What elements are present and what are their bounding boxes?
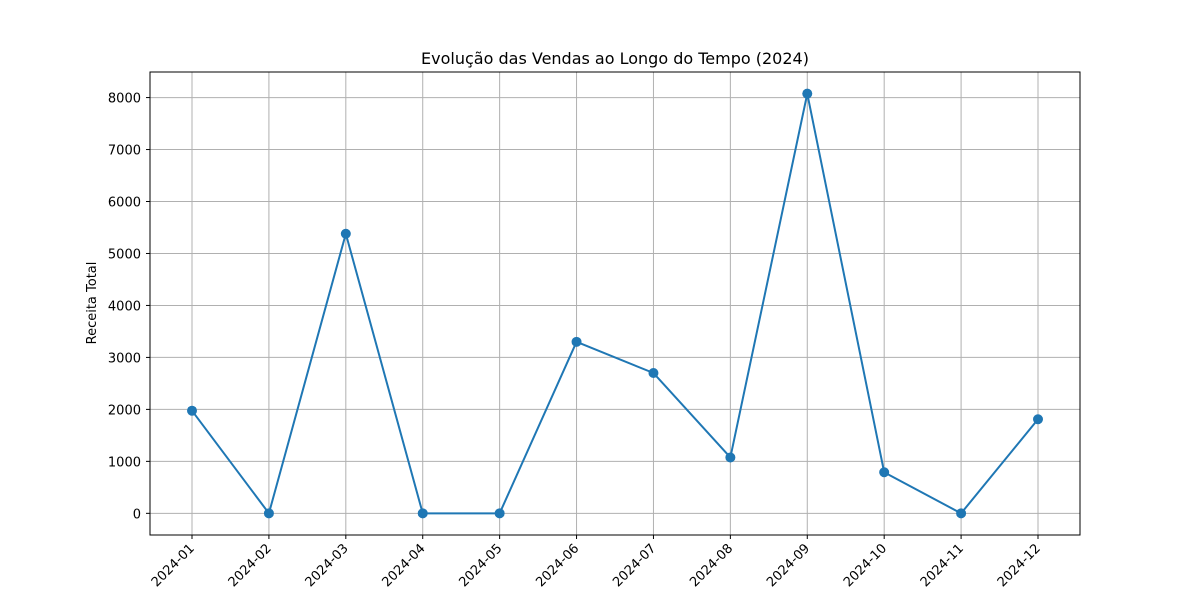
plot-frame (149, 71, 1081, 536)
data-point (956, 508, 967, 519)
data-point (1033, 414, 1043, 425)
x-tick-label: 2024-03 (303, 541, 352, 590)
data-point (648, 368, 659, 379)
x-tick-label: 2024-12 (995, 541, 1044, 590)
x-tick-label: 2024-01 (149, 541, 198, 590)
data-point (802, 88, 813, 99)
x-tick-label: 2024-05 (456, 541, 505, 590)
y-axis-label: Receita Total (85, 262, 100, 345)
grid (150, 72, 1080, 535)
chart-title: Evolução das Vendas ao Longo do Tempo (2… (421, 49, 809, 68)
data-point (571, 336, 582, 347)
x-tick-label: 2024-11 (918, 541, 967, 590)
y-tick-label: 5000 (108, 247, 141, 262)
y-tick-label: 1000 (108, 455, 141, 470)
x-tick-label: 2024-09 (764, 541, 813, 590)
x-tick-label: 2024-07 (610, 541, 659, 590)
data-point (494, 508, 505, 519)
data-point (187, 405, 197, 416)
data-point (417, 508, 428, 519)
x-tick-label: 2024-02 (226, 541, 275, 590)
x-tick-label: 2024-10 (841, 541, 890, 590)
y-tick-label: 7000 (108, 144, 141, 159)
y-tick-label: 4000 (108, 299, 141, 314)
data-point (340, 228, 351, 239)
x-tick-label: 2024-08 (687, 541, 736, 590)
data-point (725, 452, 736, 463)
x-tick-label: 2024-04 (380, 541, 429, 590)
series-line (191, 92, 1039, 515)
data-point (263, 508, 274, 519)
y-tick-label: 2000 (108, 403, 141, 418)
series-layer (187, 88, 1043, 519)
y-tick-label: 0 (133, 507, 141, 522)
y-tick-label: 8000 (108, 92, 141, 107)
y-tick-label: 6000 (108, 196, 141, 211)
x-tick-label: 2024-06 (533, 541, 582, 590)
data-point (879, 467, 890, 478)
y-tick-label: 3000 (108, 351, 141, 366)
